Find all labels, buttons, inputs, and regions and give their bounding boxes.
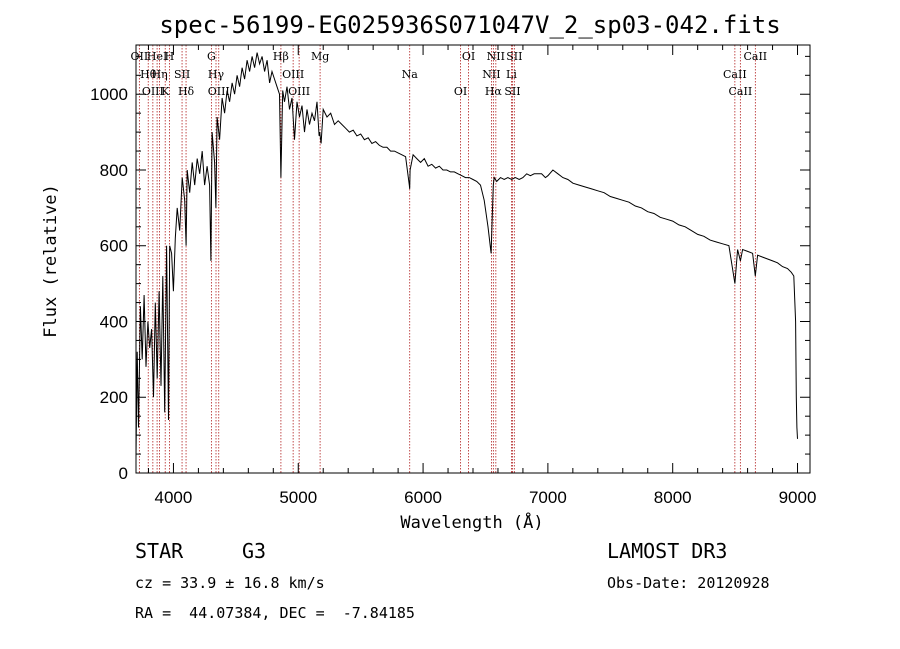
emission-line-label: OIII: [288, 85, 310, 98]
emission-line-label: K: [161, 85, 170, 98]
ra-dec-readout: RA = 44.07384, DEC = -7.84185: [135, 604, 415, 622]
y-tick-label: 0: [119, 464, 128, 483]
emission-line-label: Na: [402, 68, 419, 81]
emission-line-label: CaII: [743, 50, 767, 63]
emission-line-label: SII: [174, 68, 190, 81]
obs-date: Obs-Date: 20120928: [607, 574, 770, 592]
emission-line-label: NII: [487, 50, 505, 63]
emission-line-label: NII: [482, 68, 500, 81]
y-tick-label: 800: [100, 161, 128, 180]
emission-line-label: G: [207, 50, 216, 63]
x-tick-label: 4000: [155, 488, 193, 507]
emission-line-label: Li: [506, 68, 517, 81]
x-tick-label: 6000: [404, 488, 442, 507]
x-tick-label: 8000: [654, 488, 692, 507]
emission-line-label: SII: [506, 50, 522, 63]
spectral-subclass: G3: [242, 539, 267, 563]
emission-line-label: OIII: [142, 85, 164, 98]
y-tick-label: 200: [100, 388, 128, 407]
emission-line-label: Mg: [311, 50, 329, 63]
x-axis-label: Wavelength (Å): [400, 511, 543, 533]
emission-line-label: Hθ: [140, 68, 157, 81]
emission-line-label: Hα: [485, 85, 503, 98]
y-tick-label: 600: [100, 237, 128, 256]
cz-readout: cz = 33.9 ± 16.8 km/s: [135, 574, 325, 592]
chart-title: spec-56199-EG025936S071047V_2_sp03-042.f…: [159, 11, 780, 39]
emission-line-label: Hβ: [273, 50, 289, 63]
survey-label: LAMOST DR3: [607, 539, 728, 563]
emission-line-label: CaII: [729, 85, 753, 98]
emission-line-label: OIII: [282, 68, 304, 81]
emission-line-label: Hγ: [208, 68, 225, 81]
emission-line-label: Hη: [151, 68, 167, 81]
emission-line-label: OI: [454, 85, 467, 98]
y-axis-ticks: 0 200 400 600 800 1000: [90, 55, 810, 483]
emission-line-label: OIII: [208, 85, 230, 98]
x-tick-label: 9000: [779, 488, 817, 507]
spectrum-series: [135, 52, 798, 458]
x-axis-ticks: 4000 5000 6000 7000 8000 9000: [147, 45, 817, 507]
emission-lines: [138, 45, 756, 473]
y-axis-label: Flux (relative): [41, 184, 61, 338]
object-class: STAR: [135, 539, 184, 563]
emission-line-label: HeI: [147, 50, 167, 63]
emission-line-label: OI: [462, 50, 475, 63]
emission-line-label: H: [165, 50, 175, 63]
x-tick-label: 5000: [279, 488, 317, 507]
emission-line-label: SII: [504, 85, 520, 98]
emission-line-label: CaII: [723, 68, 747, 81]
y-tick-label: 400: [100, 312, 128, 331]
y-tick-label: 1000: [90, 85, 128, 104]
x-tick-label: 7000: [529, 488, 567, 507]
plot-frame: [135, 44, 811, 474]
emission-line-label: Hδ: [178, 85, 195, 98]
emission-line-labels: OIIHθOIIIHeIHηKHSIIHδGHγOIIIHβOIIIOIIIMg…: [131, 50, 768, 98]
